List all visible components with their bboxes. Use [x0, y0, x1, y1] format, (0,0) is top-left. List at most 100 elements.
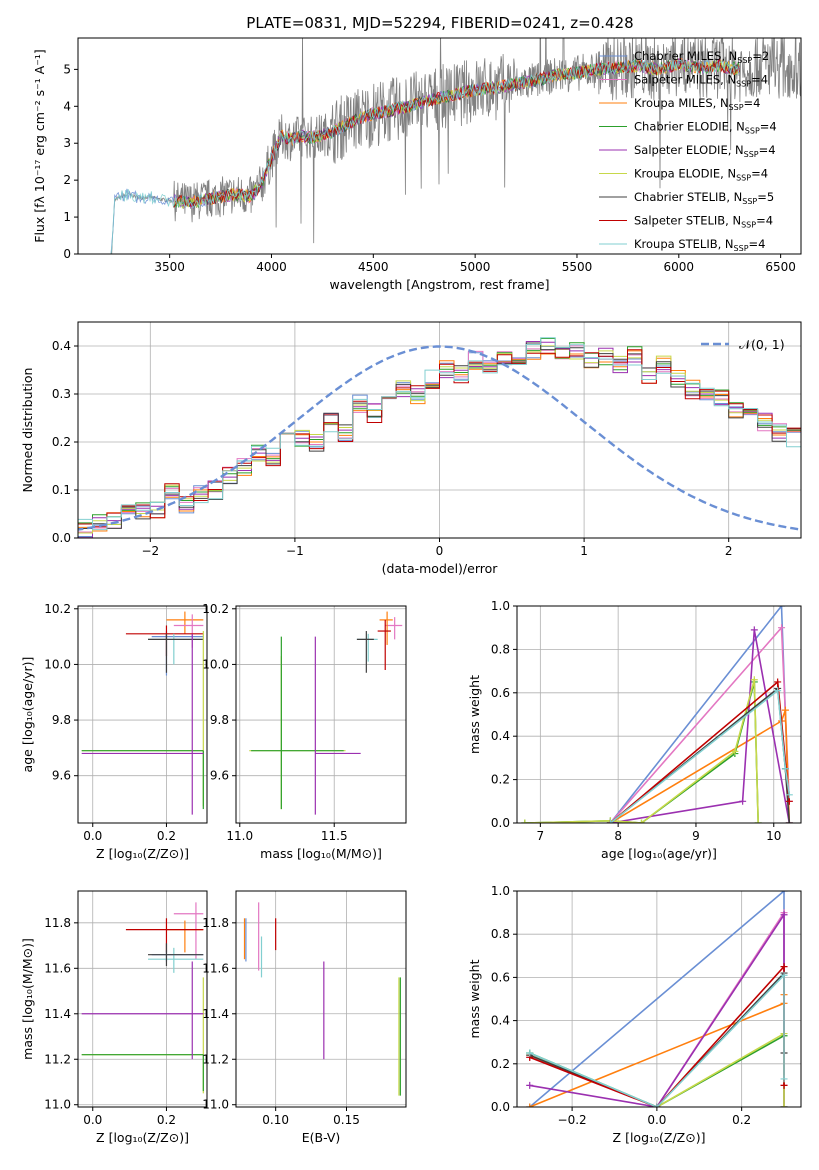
tick-label-y: 9.8: [52, 713, 71, 727]
mass-weight-line: [609, 689, 791, 823]
data-point-marker: [754, 819, 762, 823]
tick-label-x: 0.15: [333, 1113, 360, 1127]
tick-label-x: 11.5: [321, 829, 348, 843]
tick-label-y: 4: [63, 99, 71, 113]
tick-label-x: 4000: [256, 260, 287, 274]
tick-label-y: 11.6: [202, 961, 229, 975]
tick-label-y: 11.2: [202, 1052, 229, 1066]
panel-spectrum: Chabrier MILES, NSSP=2 Salpeter MILES, NS…: [32, 37, 802, 292]
residual-histogram-step: [78, 345, 801, 538]
tick-label-x: 10: [766, 829, 781, 843]
legend-entry: 𝒩(0, 1): [739, 337, 785, 352]
legend-entry: Salpeter ELODIE, NSSP=4: [634, 143, 776, 159]
data-point-marker: [785, 819, 793, 823]
tick-label-y: 11.8: [44, 916, 71, 930]
axis-label-x: (data-model)/error: [382, 561, 499, 576]
tick-label-x: 8: [614, 829, 622, 843]
tick-label-y: 2: [63, 173, 71, 187]
data-point-marker: [750, 626, 758, 634]
tick-label-x: 2: [725, 544, 733, 558]
tick-label-y: 0.0: [491, 1100, 510, 1114]
data-point-marker: [739, 797, 747, 805]
data-point-marker: [774, 678, 782, 686]
data-point-marker: [526, 1049, 534, 1057]
axes-frame: [77, 37, 802, 255]
data-point-marker: [774, 687, 782, 695]
legend-entry: Kroupa STELIB, NSSP=4: [634, 237, 765, 253]
tick-label-y: 0.8: [491, 927, 510, 941]
data-point-marker: [780, 1081, 788, 1089]
tick-label-x: 6000: [664, 260, 695, 274]
axes-frame: [516, 605, 802, 824]
data-point-marker: [653, 1103, 661, 1107]
tick-label-x: 6500: [765, 260, 796, 274]
data-point-marker: [526, 1081, 534, 1089]
tick-label-y: 9.8: [210, 713, 229, 727]
plot-area: [78, 337, 801, 538]
tick-label-y: 0.2: [52, 435, 71, 449]
tick-label-y: 1: [63, 210, 71, 224]
residual-histogram-step: [78, 349, 801, 538]
residual-histogram-step: [78, 337, 801, 538]
panel-age-vs-Z: 0.0 0.2 9.6 9.8 10.0 10.2 Z [log₁₀(Z/Z⊙)] age […: [20, 602, 208, 861]
tick-label-y: 0.2: [491, 773, 510, 787]
mass-weight-line: [610, 629, 791, 823]
tick-label-x: −2: [141, 544, 159, 558]
axis-label-x: Z [log₁₀(Z/Z⊙)]: [96, 846, 189, 861]
data-point-marker: [521, 819, 529, 823]
panel-mass-vs-Z: 0.0 0.2 11.0 11.2 11.4 11.6 11.8 Z [log₁₀(Z/Z⊙)…: [20, 890, 208, 1145]
data-point-marker: [780, 911, 788, 919]
model-spectrum-line: [108, 59, 740, 254]
data-point-marker: [780, 1103, 788, 1107]
axis-label-y: Normed distribution: [20, 368, 35, 493]
tick-label-x: 0.2: [157, 829, 176, 843]
axis-label-x: Z [log₁₀(Z/Z⊙)]: [96, 1130, 189, 1145]
data-point-marker: [781, 765, 789, 773]
tick-label-y: 9.6: [210, 769, 229, 783]
tick-label-y: 0.4: [52, 339, 71, 353]
figure-title: PLATE=0831, MJD=52294, FIBERID=0241, z=0…: [246, 14, 633, 32]
axis-label-y: age [log₁₀(age/yr)]: [20, 657, 35, 773]
tick-label-x: 4500: [358, 260, 389, 274]
plot-area: [243, 902, 401, 1096]
tick-label-y: 10.2: [202, 602, 229, 616]
tick-label-y: 10.2: [44, 602, 71, 616]
tick-label-y: 11.8: [202, 916, 229, 930]
data-point-marker: [780, 1075, 788, 1083]
legend-entry: Salpeter STELIB, NSSP=4: [634, 214, 773, 230]
axes-frame: [516, 890, 802, 1108]
tick-label-x: 1: [580, 544, 588, 558]
axis-label-x: E(B-V): [302, 1130, 341, 1145]
data-point-marker: [785, 791, 793, 799]
tick-label-y: 0.0: [52, 531, 71, 545]
plot-area: [81, 902, 204, 1094]
model-spectrum-line: [173, 58, 740, 208]
tick-label-y: 11.0: [202, 1098, 229, 1112]
tick-label-x: 0.0: [647, 1113, 666, 1127]
residual-histogram-step: [78, 342, 801, 538]
axes-frame: [235, 890, 407, 1108]
data-point-marker: [637, 819, 645, 823]
axis-label-y: Flux [fλ 10⁻¹⁷ erg cm⁻² s⁻¹ A⁻¹]: [32, 49, 47, 242]
tick-label-y: 11.2: [44, 1052, 71, 1066]
panel-mass-vs-ebv: 0.10 0.15 11.0 11.2 11.4 11.6 11.8 E(B-V): [202, 890, 407, 1145]
axes-frame: [77, 605, 208, 824]
tick-label-y: 5: [63, 62, 71, 76]
axis-label-x: mass [log₁₀(M/M⊙)]: [260, 846, 382, 861]
tick-label-y: 0.2: [491, 1057, 510, 1071]
tick-label-x: 3500: [154, 260, 185, 274]
tick-label-y: 11.0: [44, 1098, 71, 1112]
tick-label-x: 0: [436, 544, 444, 558]
panel-residuals: 𝒩(0, 1) −2 −1 0 1 2 0.0 0.1 0.2 0.3 0.4 (data-model…: [20, 321, 802, 576]
data-point-marker: [780, 963, 788, 971]
tick-label-y: 10.0: [202, 657, 229, 671]
panel-age-vs-mass: 11.0 11.5 9.6 9.8 10.0 10.2 mass [log₁₀(M/M⊙)]: [202, 602, 407, 861]
axis-label-y: mass weight: [467, 959, 482, 1038]
legend-entry: Chabrier MILES, NSSP=2: [634, 49, 769, 65]
legend-entry: Salpeter MILES, NSSP=4: [634, 73, 768, 89]
tick-label-x: 0.0: [83, 829, 102, 843]
axes-frame: [235, 605, 407, 824]
data-point-marker: [750, 676, 758, 684]
legend-entry: Chabrier STELIB, NSSP=5: [634, 190, 774, 206]
